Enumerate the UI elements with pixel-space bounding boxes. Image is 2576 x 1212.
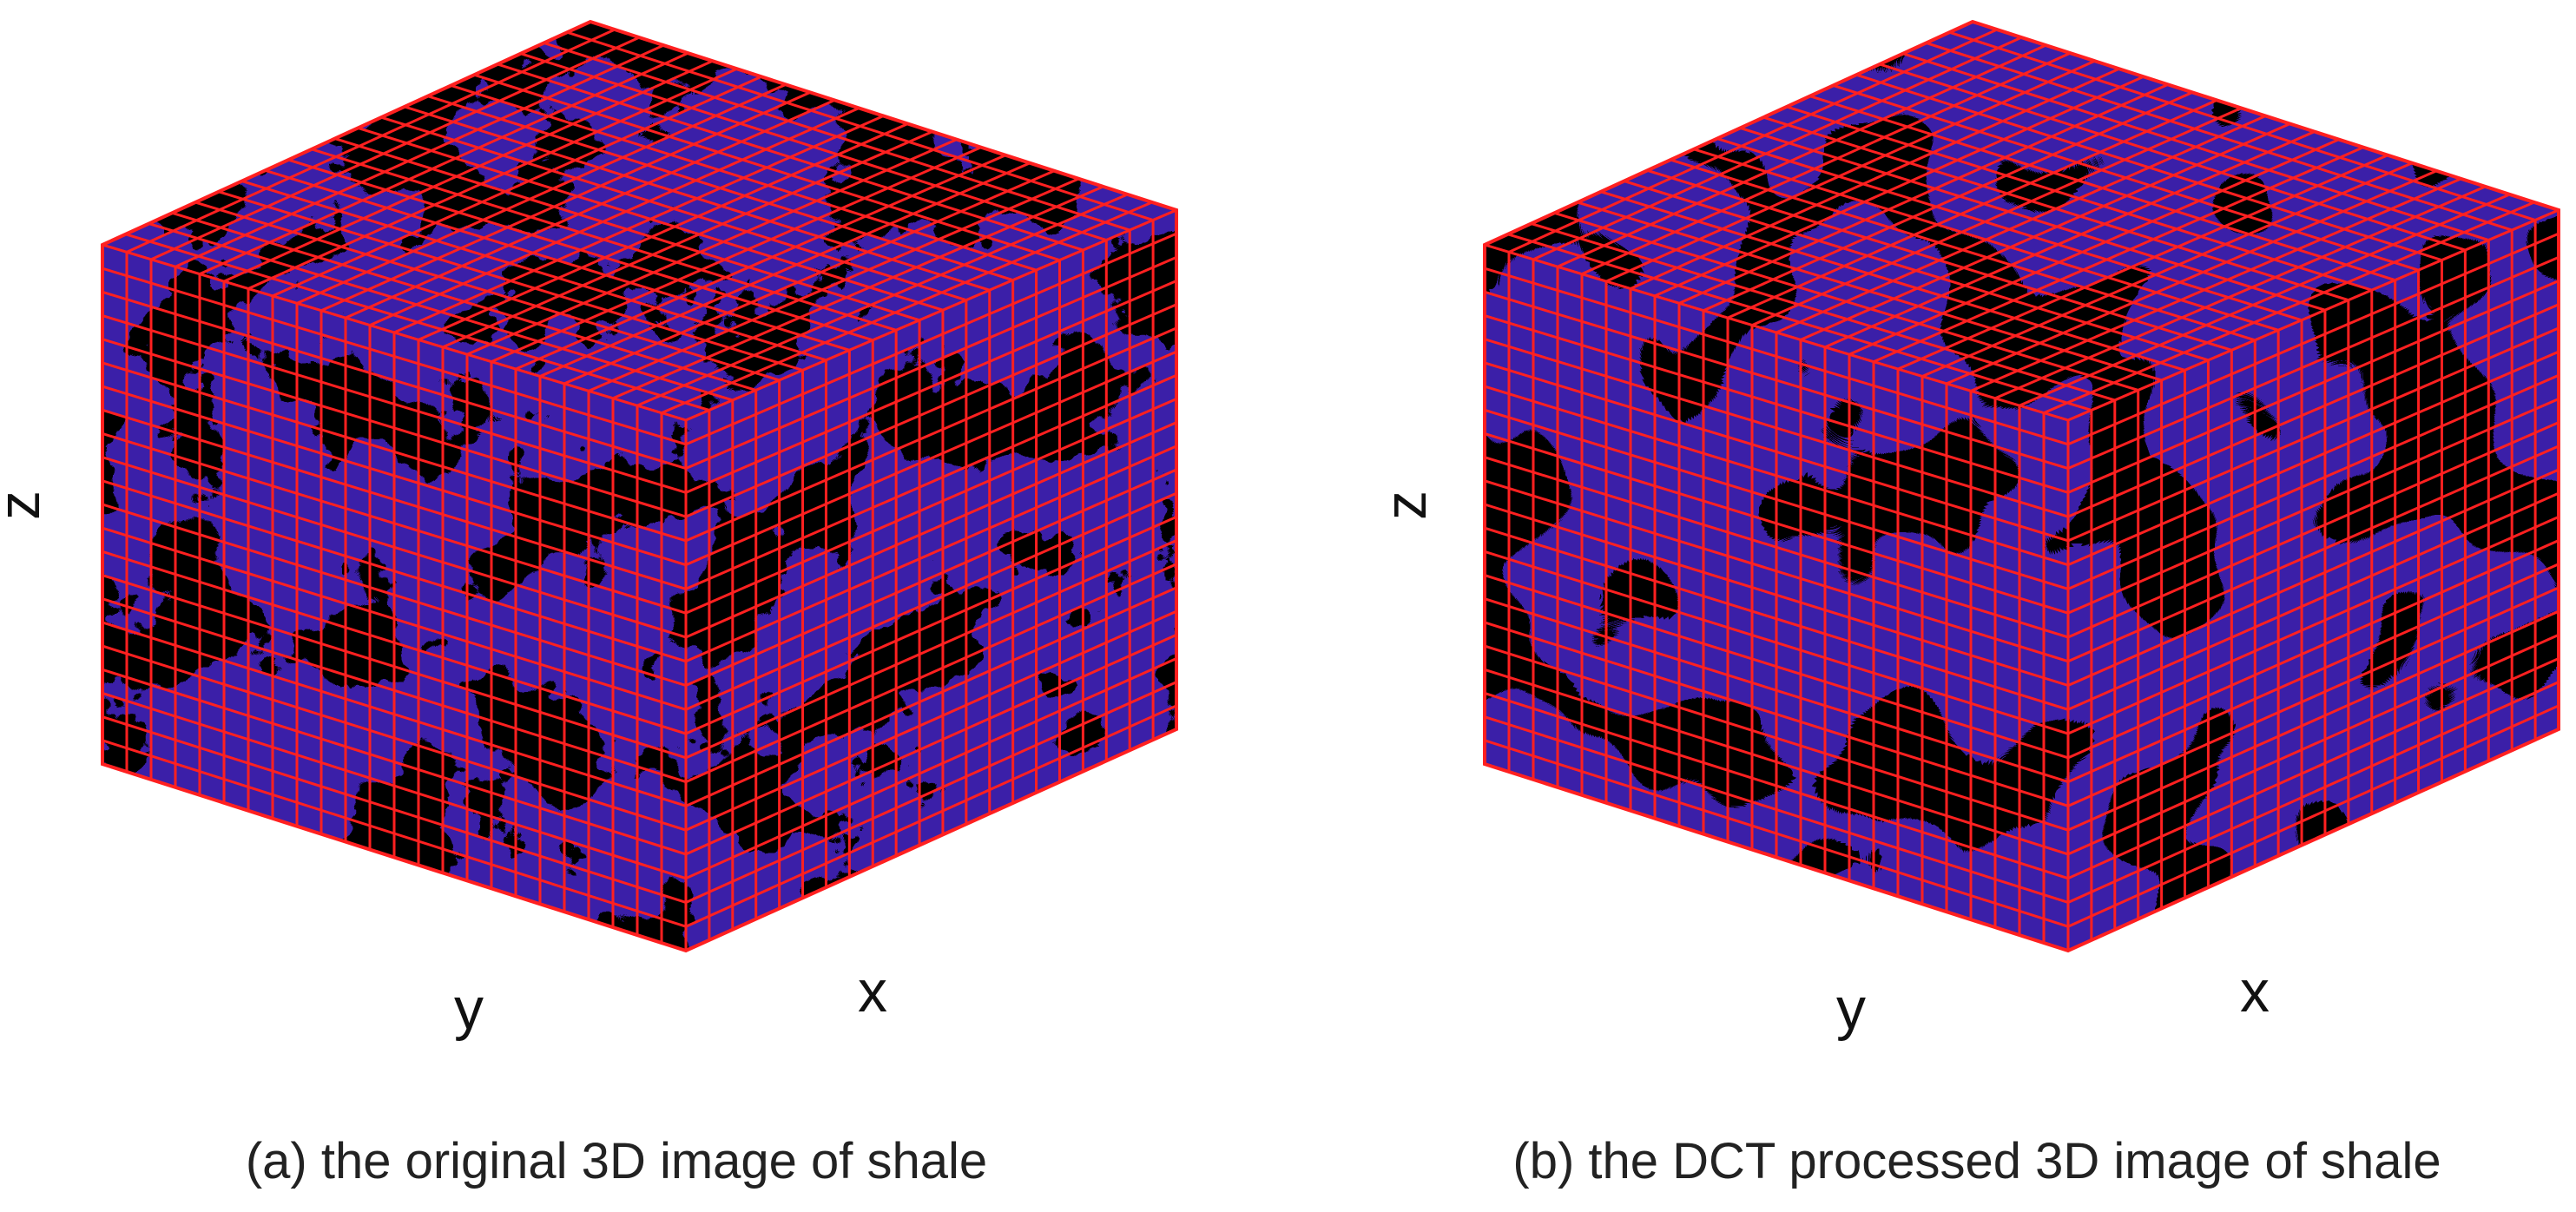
axis-label-z: z [0, 491, 52, 520]
cube-original [101, 19, 1178, 953]
top-face-grid [102, 20, 1177, 422]
panel-dct-processed: z y x (b) the DCT processed 3D image of … [1373, 19, 2560, 1189]
right-face-grid [684, 208, 1178, 952]
axis-label-x: x [858, 958, 887, 1024]
axis-label-y: y [454, 976, 484, 1042]
left-face [1483, 243, 2070, 952]
axis-label-x: x [2240, 958, 2270, 1024]
right-face-grid [2066, 208, 2560, 952]
panel-original: z y x (a) the original 3D image of shale [0, 19, 1178, 1189]
axis-label-z: z [1373, 491, 1439, 520]
cube-outline [1483, 19, 2560, 953]
caption-a: (a) the original 3D image of shale [246, 1133, 987, 1189]
caption-b: (b) the DCT processed 3D image of shale [1512, 1133, 2441, 1189]
axis-label-y: y [1836, 976, 1866, 1042]
left-face-grid [1483, 243, 2070, 952]
cube-dct-processed [1483, 19, 2560, 953]
cube-outline [101, 19, 1178, 953]
